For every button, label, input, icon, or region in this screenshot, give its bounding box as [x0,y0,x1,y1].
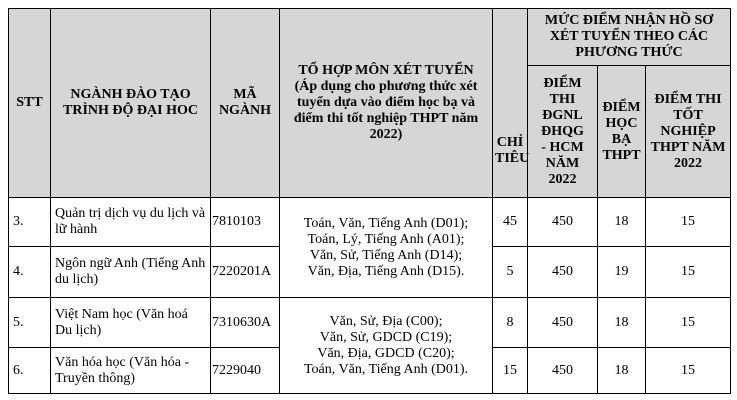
cell-hoc-ba: 19 [597,246,646,298]
cell-code: 7810103 [210,197,280,247]
to-hop-note: (Áp dụng cho phương thức xét tuyển dựa v… [293,79,479,142]
header-stt: STT [8,8,51,198]
cell-nganh: Ngôn ngữ Anh (Tiếng Anh du lịch) [50,246,211,298]
cell-dgnl: 450 [527,246,598,298]
to-hop-line: Văn, Địa, GDCD (C20); [317,345,455,361]
cell-chi-tieu: 5 [492,246,528,298]
cell-to-hop: Văn, Sử, Địa (C00); Văn, Sử, GDCD (C19); V… [279,297,493,394]
table-row: 4. Ngôn ngữ Anh (Tiếng Anh du lịch) 722020… [8,246,732,298]
cell-hoc-ba: 18 [597,347,646,394]
header-dgnl: ĐIỂM THI ĐGNL ĐHQG - HCM NĂM 2022 [527,65,598,198]
table-row: 5. Việt Nam học (Văn hoá Du lịch) 7310630A… [8,297,732,394]
to-hop-line: Toán, Văn, Tiếng Anh (D01); [303,215,469,231]
cell-to-hop: Toán, Văn, Tiếng Anh (D01); Toán, Lý, Tiế… [279,197,493,298]
cell-nganh: Việt Nam học (Văn hoá Du lịch) [50,297,211,348]
table-row: 3. Quản trị dịch vụ du lịch và lữ hành 781… [8,197,732,298]
cell-chi-tieu: 15 [492,347,528,394]
cell-hoc-ba: 18 [597,297,646,348]
cell-thpt: 15 [644,246,732,298]
to-hop-line: Toán, Văn, Tiếng Anh (D01). [303,361,469,377]
cell-chi-tieu: 45 [492,197,528,247]
header-hoc-ba: ĐIỂM HỌC BẠ THPT [597,65,646,198]
to-hop-title: TỔ HỢP MÔN XÉT TUYỂN [298,63,474,78]
to-hop-line: Văn, Địa, Tiếng Anh (D15). [307,263,465,279]
to-hop-line: Toán, Lý, Tiếng Anh (A01); [307,231,465,247]
cell-stt: 6. [8,347,51,394]
cell-nganh: Quản trị dịch vụ du lịch và lữ hành [50,197,211,247]
cell-stt: 3. [8,197,51,247]
cell-stt: 4. [8,246,51,298]
admission-table: STT NGÀNH ĐÀO TẠO TRÌNH ĐỘ ĐẠI HOC MÃ NG… [8,8,732,394]
cell-hoc-ba: 18 [597,197,646,247]
header-ma: MÃ NGÀNH [210,8,280,198]
to-hop-line: Văn, Sử, Địa (C00); [329,313,443,329]
header-nganh: NGÀNH ĐÀO TẠO TRÌNH ĐỘ ĐẠI HOC [50,8,211,198]
header-thpt: ĐIỂM THI TỐT NGHIỆP THPT NĂM 2022 [644,65,732,198]
cell-chi-tieu: 8 [492,297,528,348]
to-hop-line: Văn, Sử, GDCD (C19); [319,329,453,345]
cell-nganh: Văn hóa học (Văn hóa - Truyền thông) [50,347,211,394]
header-chi-tieu: CHỈ TIÊU [492,8,529,198]
cell-thpt: 15 [644,297,732,348]
cell-dgnl: 450 [527,197,598,247]
cell-dgnl: 450 [527,347,598,394]
cell-thpt: 15 [644,347,732,394]
table-row: 6. Văn hóa học (Văn hóa - Truyền thông) 72… [8,347,732,394]
cell-thpt: 15 [644,197,732,247]
cell-stt: 5. [8,297,51,348]
header-muc-diem: MỨC ĐIỂM NHẬN HỒ SƠ XÉT TUYỂN THEO CÁC P… [526,8,732,66]
cell-code: 7220201A [210,246,280,298]
cell-code: 7310630A [210,297,280,348]
to-hop-line: Văn, Sử, Tiếng Anh (D14); [309,247,463,263]
header-to-hop: TỔ HỢP MÔN XÉT TUYỂN (Áp dụng cho phương… [279,8,493,198]
cell-dgnl: 450 [527,297,598,348]
cell-code: 7229040 [210,347,280,394]
